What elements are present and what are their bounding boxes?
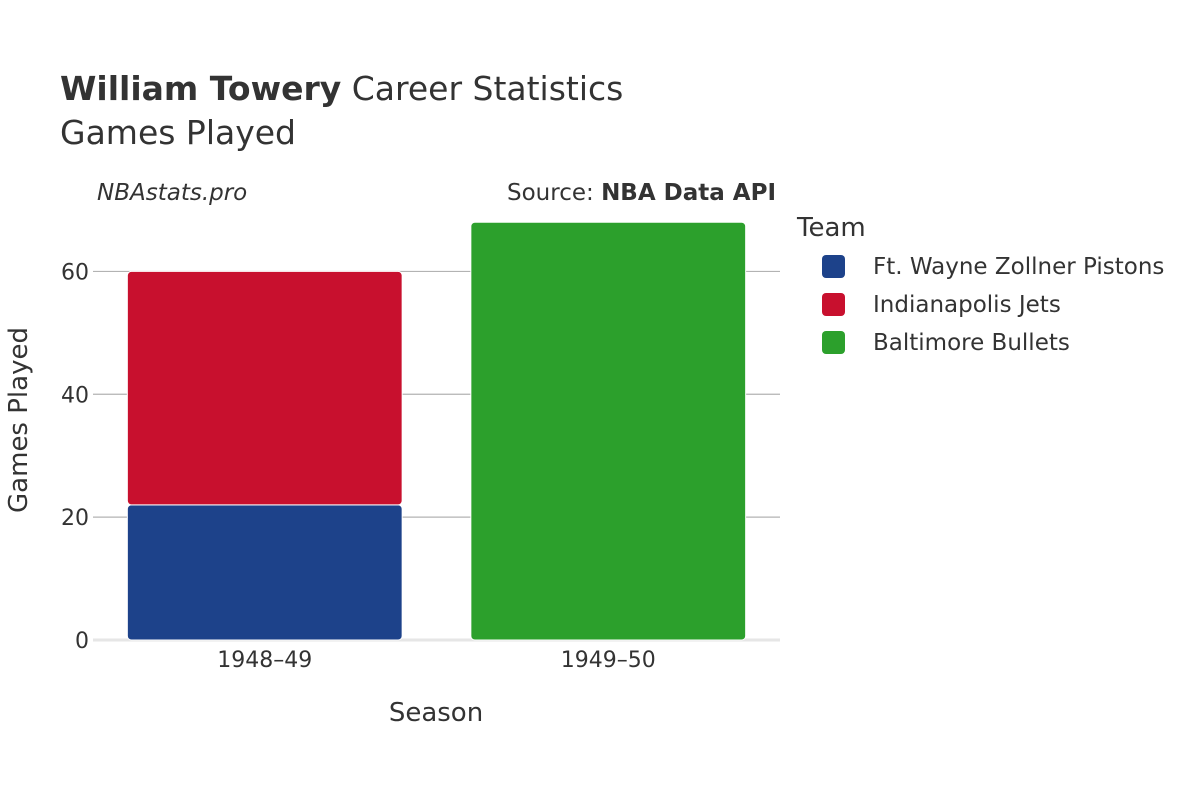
y-tick-label: 0 <box>75 629 89 654</box>
x-axis-ticks: 1948–49 1949–50 <box>217 648 655 673</box>
y-axis-title: Games Played <box>4 327 34 513</box>
legend-swatch <box>822 331 845 354</box>
legend-swatch <box>822 293 845 316</box>
legend-title: Team <box>796 213 866 243</box>
y-tick-label: 60 <box>61 260 89 285</box>
bar-segment <box>126 270 403 506</box>
bars <box>126 221 747 641</box>
player-name: William Towery <box>60 69 341 108</box>
y-tick-label: 40 <box>61 383 89 408</box>
x-axis-title: Season <box>389 698 483 728</box>
x-tick-label: 1948–49 <box>217 648 312 673</box>
legend-swatch <box>822 255 845 278</box>
y-axis-ticks: 0 20 40 60 <box>61 260 89 654</box>
chart-subtitle: Games Played <box>60 113 296 152</box>
source-credit: Source: NBA Data API <box>507 180 776 206</box>
source-prefix: Source: <box>507 180 601 206</box>
title-suffix: Career Statistics <box>341 69 623 108</box>
bar-segment <box>470 221 747 641</box>
chart-title: William Towery Career Statistics <box>60 69 623 108</box>
x-tick-label: 1949–50 <box>561 648 656 673</box>
legend-label: Indianapolis Jets <box>873 292 1061 318</box>
legend-label: Baltimore Bullets <box>873 330 1070 356</box>
bar-segment <box>126 504 403 641</box>
legend-label: Ft. Wayne Zollner Pistons <box>873 254 1164 280</box>
source-name: NBA Data API <box>601 180 776 206</box>
site-credit: NBAstats.pro <box>97 180 247 206</box>
y-tick-label: 20 <box>61 506 89 531</box>
legend: Ft. Wayne Zollner Pistons Indianapolis Je… <box>822 254 1164 356</box>
